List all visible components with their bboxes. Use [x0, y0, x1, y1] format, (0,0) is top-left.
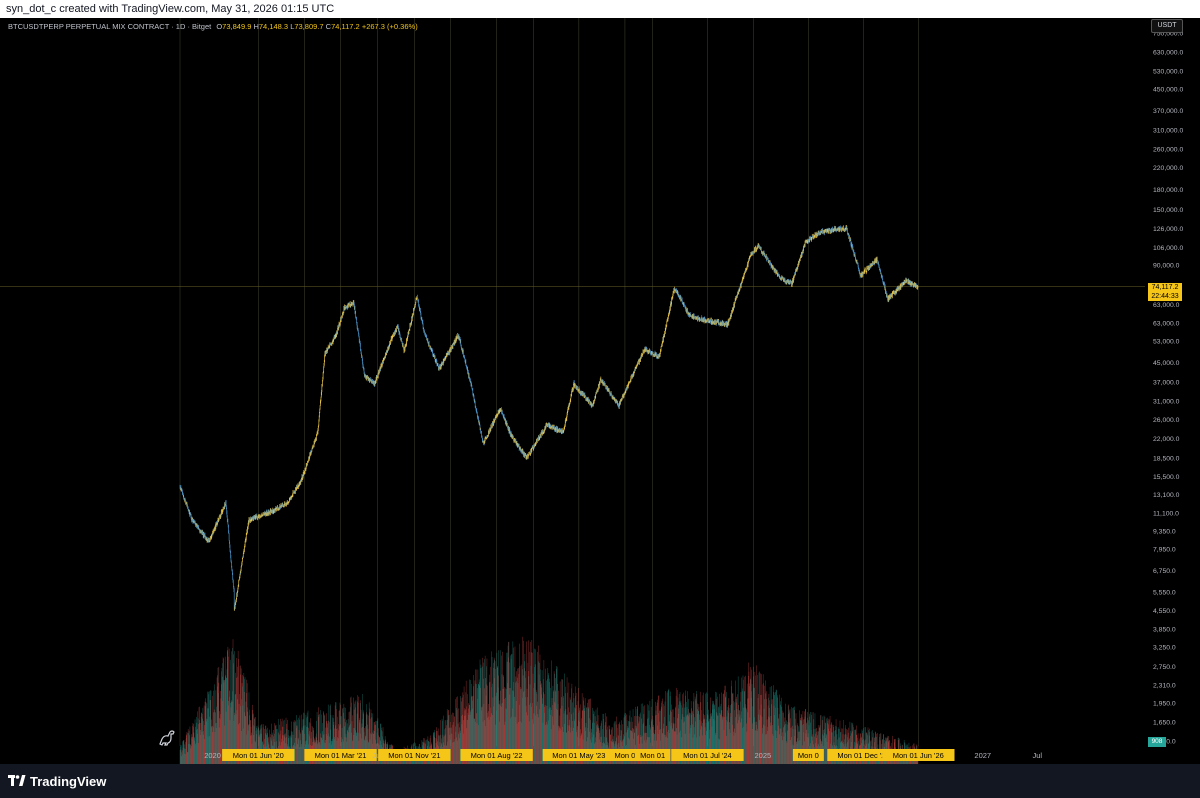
y-tick-label: 3,250.0: [1153, 645, 1176, 652]
y-tick-label: 4,550.0: [1153, 608, 1176, 615]
y-tick-label: 530,000.0: [1153, 69, 1183, 76]
high-value: 74,148.3: [258, 22, 289, 31]
y-tick-label: 37,000.0: [1153, 379, 1180, 386]
y-tick-label: 31,000.0: [1153, 399, 1180, 406]
y-tick-label: 220,000.0: [1153, 165, 1183, 172]
symbol-legend: BTCUSDTPERP PERPETUAL MIX CONTRACT · 1D …: [8, 22, 418, 31]
x-tick-label: 2025: [755, 751, 772, 760]
price-chart[interactable]: 750,000.0 630,000.0 530,000.0 450,000.0 370,…: [0, 18, 1200, 764]
y-tick-label: 45,000.0: [1153, 360, 1180, 367]
x-label-highlight: [671, 749, 744, 761]
symbol-title: BTCUSDTPERP PERPETUAL MIX CONTRACT · 1D …: [8, 22, 212, 31]
y-tick-label: 126,000.0: [1153, 226, 1183, 233]
y-tick-label: 13,100.0: [1153, 492, 1180, 499]
x-tick-label: Jul: [373, 751, 383, 760]
x-tick-label: Mon 01 Jul '24: [683, 751, 732, 760]
low-label: L: [290, 22, 295, 31]
y-tick-label: 15,500.0: [1153, 474, 1180, 481]
x-label-highlight: [609, 749, 641, 761]
y-tick-label: 106,000.0: [1153, 245, 1183, 252]
credit-text: syn_dot_c created with TradingView.com, …: [6, 3, 335, 15]
y-tick-label: 63,000.0: [1153, 321, 1180, 328]
y-tick-label: 630,000.0: [1153, 50, 1183, 57]
x-tick-label: Mon 01 Aug '22: [471, 751, 523, 760]
x-tick-label: Mon 01 May '23: [552, 751, 605, 760]
x-tick-label: Mon 01 Jun '20: [233, 751, 284, 760]
x-label-highlight: [634, 749, 671, 761]
close-value: 74,117.2: [331, 22, 360, 31]
x-tick-label: Mon 01: [640, 751, 665, 760]
y-tick-label: 310,000.0: [1153, 127, 1183, 134]
x-label-highlight: [304, 749, 377, 761]
high-label: H: [253, 22, 259, 31]
close-label: C: [325, 22, 332, 31]
open-label: O: [216, 22, 223, 31]
y-tick-label: 180,000.0: [1153, 187, 1183, 194]
open-value: 73,849.9: [222, 22, 252, 31]
x-label-highlight: [378, 749, 451, 761]
x-label-highlight: [882, 749, 955, 761]
top-credit-bar: syn_dot_c created with TradingView.com, …: [0, 0, 1200, 18]
y-tick-label: 9,350.0: [1153, 528, 1176, 535]
y-tick-label: 150,000.0: [1153, 207, 1183, 214]
y-tick-label: 22,000.0: [1153, 436, 1180, 443]
x-tick-label: Jul: [1032, 751, 1042, 760]
x-label-highlight: [792, 749, 824, 761]
x-tick-label: Mon 01 Mar '21: [315, 751, 367, 760]
y-tick-label: 63,000.0: [1153, 302, 1180, 309]
y-tick-label: 5,550.0: [1153, 590, 1176, 597]
y-tick-label: 370,000.0: [1153, 108, 1183, 115]
chart-area[interactable]: 750,000.0 630,000.0 530,000.0 450,000.0 370,…: [0, 18, 1200, 764]
y-tick-label: 53,000.0: [1153, 339, 1180, 346]
x-tick-label: 2027: [974, 751, 991, 760]
x-label-highlight: [460, 749, 533, 761]
y-tick-label: 11,100.0: [1153, 511, 1179, 518]
y-tick-label: 260,000.0: [1153, 147, 1183, 154]
x-label-highlight: [222, 749, 295, 761]
x-tick-label: 2020: [204, 751, 221, 760]
low-value: 73,809.7: [294, 22, 324, 31]
y-tick-label: 1,950.0: [1153, 701, 1176, 708]
x-label-highlight: [827, 749, 900, 761]
change-value: +267.3 (+0.36%): [361, 22, 418, 31]
x-label-highlight: [542, 749, 616, 761]
x-tick-label: Mon 01 Dec '25: [837, 751, 889, 760]
x-tick-label: Mon 0: [614, 751, 635, 760]
y-tick-label: 7,950.0: [1153, 546, 1176, 553]
x-tick-label: Mon 01 Jun '26: [893, 751, 944, 760]
y-tick-label: 2,750.0: [1153, 664, 1176, 671]
y-tick-label: 750,000.0: [1153, 31, 1183, 38]
y-tick-label: 1,650.0: [1153, 719, 1176, 726]
y-tick-label: 26,000.0: [1153, 417, 1180, 424]
y-tick-label: 18,500.0: [1153, 455, 1180, 462]
y-tick-label: 6,750.0: [1153, 568, 1176, 575]
y-tick-label: 3,850.0: [1153, 626, 1176, 633]
x-tick-label: Mon 01 Nov '21: [388, 751, 440, 760]
y-tick-label: 450,000.0: [1153, 87, 1183, 94]
y-tick-label: 90,000.0: [1153, 263, 1180, 270]
x-tick-label: Mon 0: [798, 751, 819, 760]
y-tick-label: 2,310.0: [1153, 682, 1176, 689]
